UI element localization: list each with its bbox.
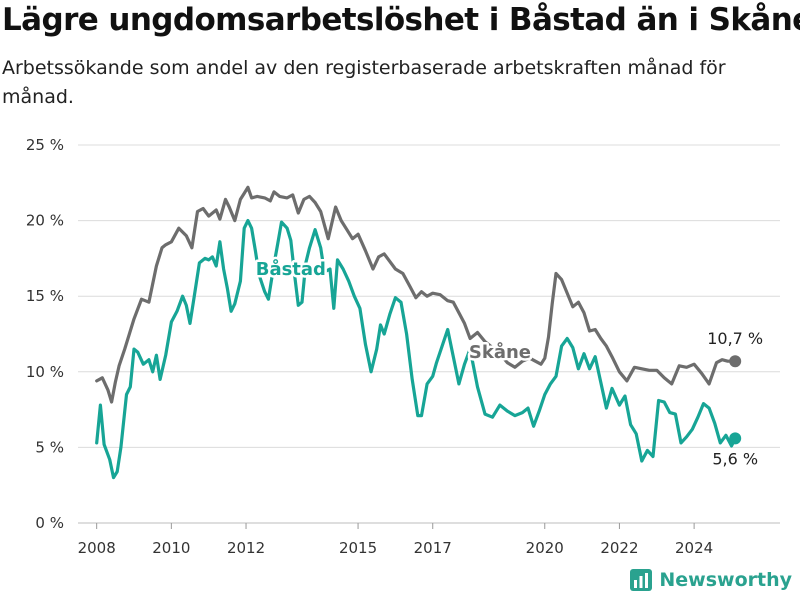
y-tick-label: 15 % — [26, 287, 64, 305]
brand-name: Newsworthy — [659, 569, 792, 591]
y-tick-label: 10 % — [26, 363, 64, 381]
x-tick-label: 2017 — [414, 539, 452, 557]
series-line-skane — [95, 185, 737, 404]
chart-subtitle: Arbetssökande som andel av den registerb… — [2, 57, 726, 108]
x-tick-label: 2010 — [152, 539, 190, 557]
y-tick-label: 20 % — [26, 212, 64, 230]
chart-title: Lägre ungdomsarbetslöshet i Båstad än i … — [2, 2, 800, 38]
brand-logo: Newsworthy — [629, 568, 792, 592]
y-tick-label: 5 % — [35, 438, 64, 456]
x-tick-label: 2008 — [78, 539, 116, 557]
series-end-label-bastad: 5,6 % — [712, 449, 758, 468]
x-tick-label: 2022 — [600, 539, 638, 557]
series-end-dot-bastad — [729, 432, 742, 445]
x-tick-label: 2024 — [675, 539, 713, 557]
x-tick-label: 2012 — [227, 539, 265, 557]
newsworthy-logo-icon — [630, 569, 653, 591]
x-tick-label: 2015 — [339, 539, 377, 557]
series-label-skane: Skåne — [469, 341, 531, 363]
x-tick-label: 2020 — [526, 539, 564, 557]
series-end-dot-skane — [729, 355, 742, 368]
series-end-label-skane: 10,7 % — [707, 329, 763, 348]
series-line-bastad — [95, 219, 737, 480]
y-tick-label: 0 % — [35, 514, 64, 532]
y-tick-label: 25 % — [26, 136, 64, 154]
series-label-bastad: Båstad — [256, 258, 326, 280]
